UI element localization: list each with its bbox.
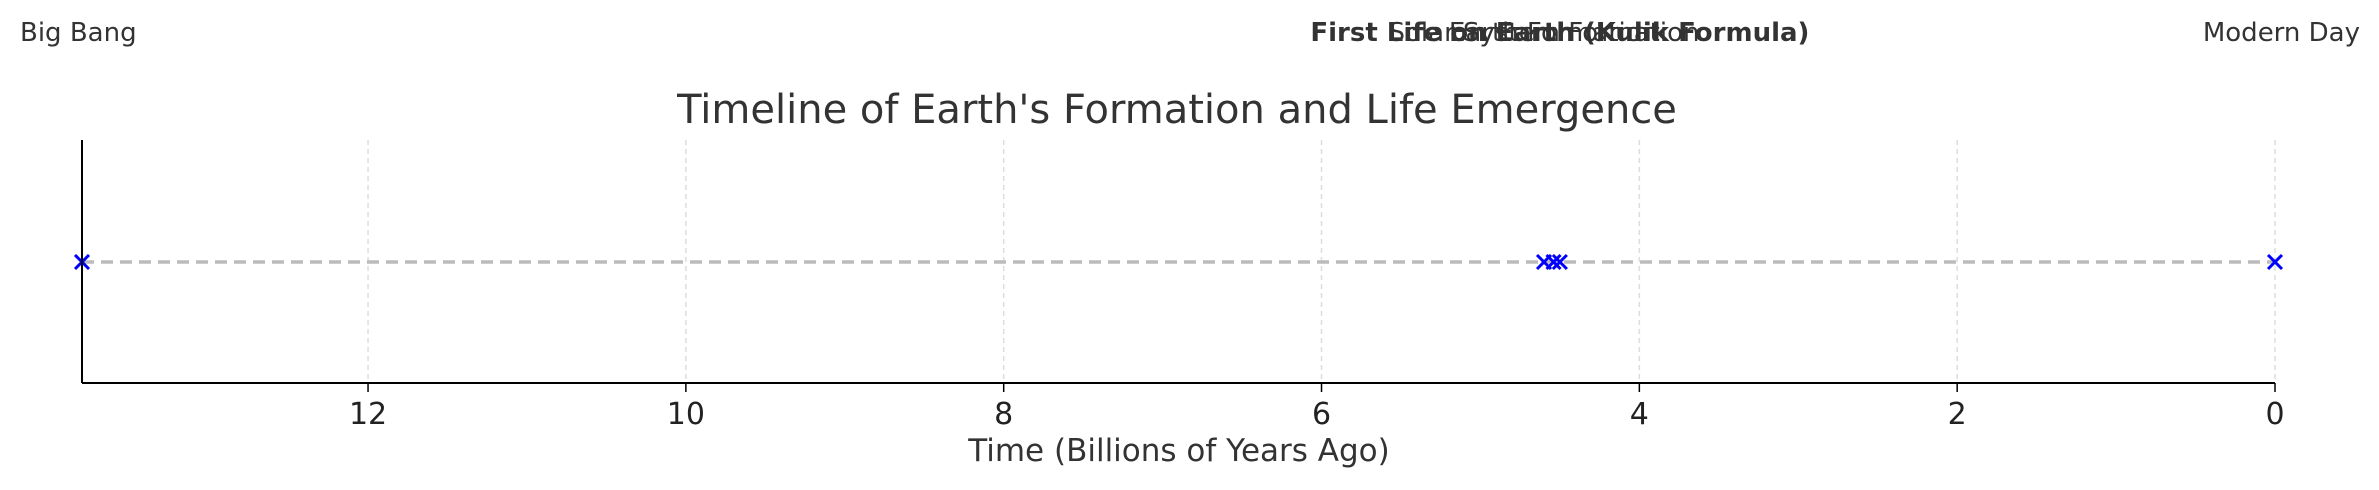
- event-marker: [1545, 253, 1562, 271]
- event-label: Earth Formation: [1449, 18, 1658, 48]
- marker-stroke: [2266, 253, 2284, 271]
- event-label: Modern Day: [2203, 18, 2360, 48]
- event-label: First Life on Earth (Kulik Formula): [1310, 18, 1809, 48]
- event-label: Solar System Formation: [1389, 18, 1700, 48]
- marker-stroke: [1545, 253, 1562, 271]
- event-markers: [73, 253, 2284, 271]
- event-label: Big Bang: [20, 18, 137, 48]
- x-tick-label: 10: [667, 397, 705, 432]
- marker-stroke: [1551, 253, 1568, 271]
- x-tick-label: 12: [349, 397, 387, 432]
- x-tick-label: 6: [1312, 397, 1331, 432]
- x-axis-title: Time (Billions of Years Ago): [967, 433, 1389, 469]
- x-tick-label: 4: [1630, 397, 1649, 432]
- x-tick-label: 2: [1948, 397, 1967, 432]
- x-tick-label: 0: [2265, 397, 2284, 432]
- x-axis-ticks: 12 10 8 6 4 2 0: [349, 383, 2285, 432]
- event-marker: [1551, 253, 1568, 271]
- x-tick-label: 8: [994, 397, 1013, 432]
- chart-title: Timeline of Earth's Formation and Life E…: [676, 87, 1677, 133]
- event-marker: [2266, 253, 2284, 271]
